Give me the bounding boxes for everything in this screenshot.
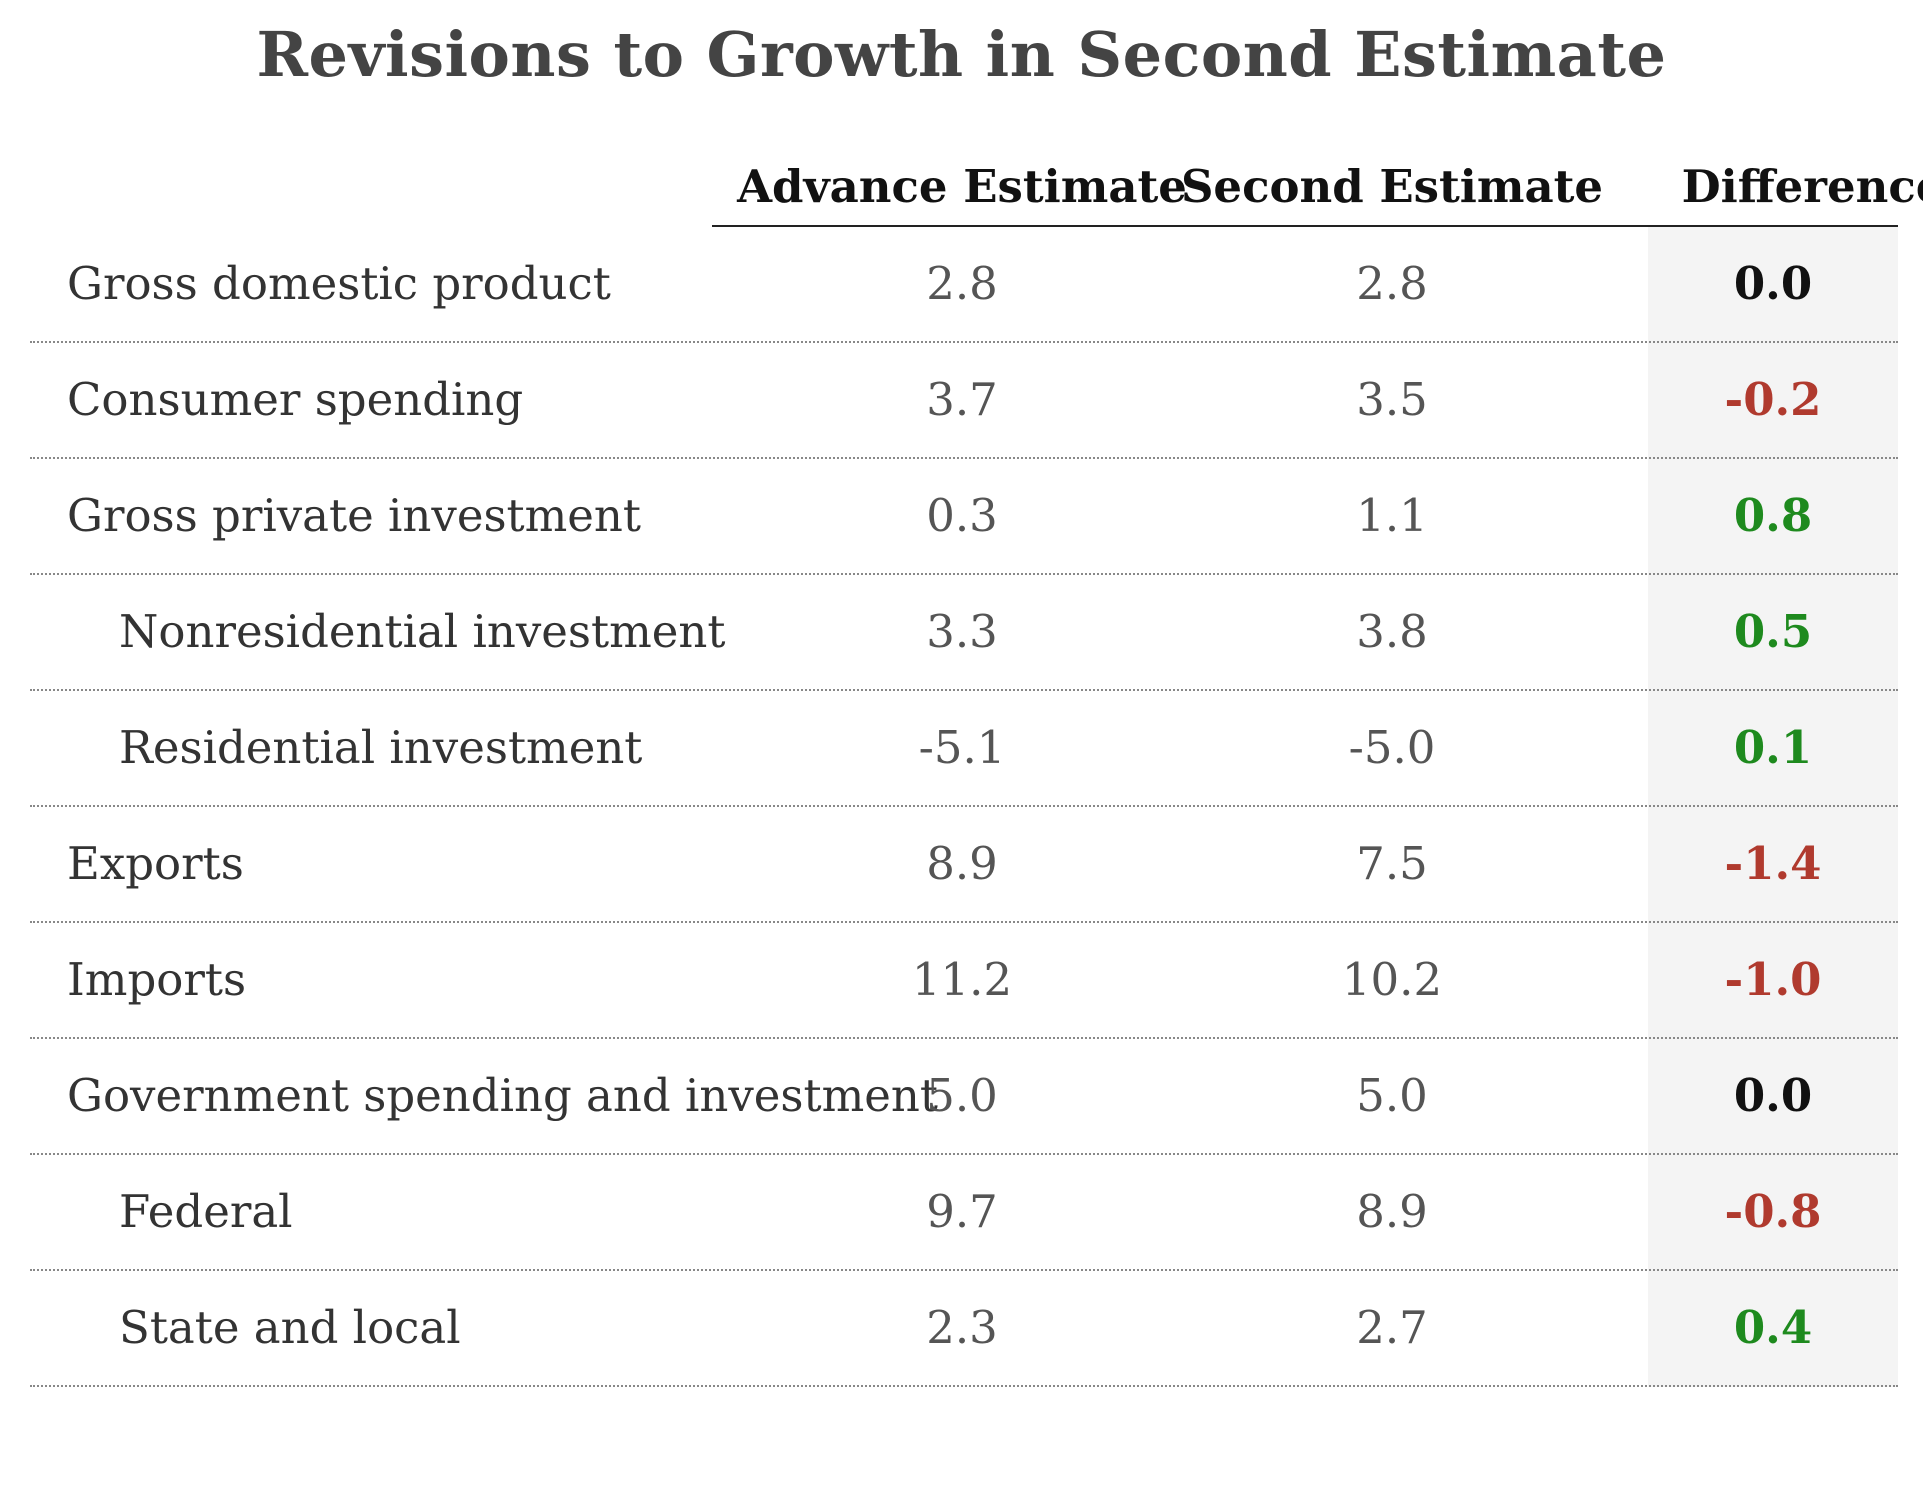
difference-value: -1.4 — [1724, 837, 1822, 890]
advance-estimate-value: 9.7 — [926, 1185, 998, 1238]
second-estimate-value: 1.1 — [1356, 489, 1428, 542]
difference-value: -1.0 — [1724, 953, 1822, 1006]
row-label: Gross private investment — [67, 489, 641, 542]
second-estimate-value: 10.2 — [1341, 953, 1443, 1006]
table-row: Federal 9.7 8.9 -0.8 — [30, 1155, 1898, 1271]
table-row: Gross private investment 0.3 1.1 0.8 — [30, 459, 1898, 575]
second-estimate-value: 3.8 — [1356, 605, 1428, 658]
difference-value: -0.8 — [1724, 1185, 1822, 1238]
difference-column-background — [1648, 227, 1898, 1387]
advance-estimate-value: -5.1 — [918, 721, 1006, 774]
difference-value: 0.0 — [1733, 1069, 1813, 1122]
advance-estimate-value: 5.0 — [926, 1069, 998, 1122]
difference-value: -0.2 — [1724, 373, 1822, 426]
advance-estimate-value: 2.8 — [926, 257, 998, 310]
advance-estimate-value: 0.3 — [926, 489, 998, 542]
row-label: Government spending and investment — [67, 1069, 938, 1122]
table-row: Imports 11.2 10.2 -1.0 — [30, 923, 1898, 1039]
advance-estimate-value: 3.3 — [926, 605, 998, 658]
revisions-table: Advance Estimate Second Estimate Differe… — [30, 150, 1923, 1387]
second-estimate-value: 5.0 — [1356, 1069, 1428, 1122]
table-body: Gross domestic product 2.8 2.8 0.0 Consumer … — [30, 227, 1898, 1387]
table-row: Consumer spending 3.7 3.5 -0.2 — [30, 343, 1898, 459]
table-row: Residential investment -5.1 -5.0 0.1 — [30, 691, 1898, 807]
table-row: State and local 2.3 2.7 0.4 — [30, 1271, 1898, 1387]
difference-value: 0.4 — [1733, 1301, 1813, 1354]
row-label: Consumer spending — [67, 373, 524, 426]
row-label: Federal — [119, 1185, 293, 1238]
second-estimate-value: -5.0 — [1348, 721, 1436, 774]
advance-estimate-value: 11.2 — [911, 953, 1013, 1006]
table-row: Gross domestic product 2.8 2.8 0.0 — [30, 227, 1898, 343]
difference-value: 0.0 — [1733, 257, 1813, 310]
table-row: Exports 8.9 7.5 -1.4 — [30, 807, 1898, 923]
row-label: Gross domestic product — [67, 257, 611, 310]
table-row: Government spending and investment 5.0 5.0… — [30, 1039, 1898, 1155]
table-header: Advance Estimate Second Estimate Differe… — [30, 150, 1923, 227]
second-estimate-value: 3.5 — [1356, 373, 1428, 426]
table-row: Nonresidential investment 3.3 3.8 0.5 — [30, 575, 1898, 691]
second-estimate-value: 2.7 — [1356, 1301, 1428, 1354]
column-header-difference: Difference — [1681, 160, 1923, 213]
header-rule — [712, 225, 1898, 227]
second-estimate-value: 8.9 — [1356, 1185, 1428, 1238]
row-label: Residential investment — [119, 721, 643, 774]
row-label: Imports — [67, 953, 247, 1006]
row-label: Exports — [67, 837, 244, 890]
second-estimate-value: 2.8 — [1356, 257, 1428, 310]
chart-title: Revisions to Growth in Second Estimate — [256, 18, 1667, 91]
column-header-advance-estimate: Advance Estimate — [737, 160, 1187, 213]
advance-estimate-value: 3.7 — [926, 373, 998, 426]
advance-estimate-value: 2.3 — [926, 1301, 998, 1354]
row-label: Nonresidential investment — [119, 605, 726, 658]
difference-value: 0.1 — [1733, 721, 1813, 774]
advance-estimate-value: 8.9 — [926, 837, 998, 890]
difference-value: 0.5 — [1733, 605, 1813, 658]
second-estimate-value: 7.5 — [1356, 837, 1428, 890]
difference-value: 0.8 — [1733, 489, 1813, 542]
row-label: State and local — [119, 1301, 461, 1354]
column-header-second-estimate: Second Estimate — [1180, 160, 1604, 213]
